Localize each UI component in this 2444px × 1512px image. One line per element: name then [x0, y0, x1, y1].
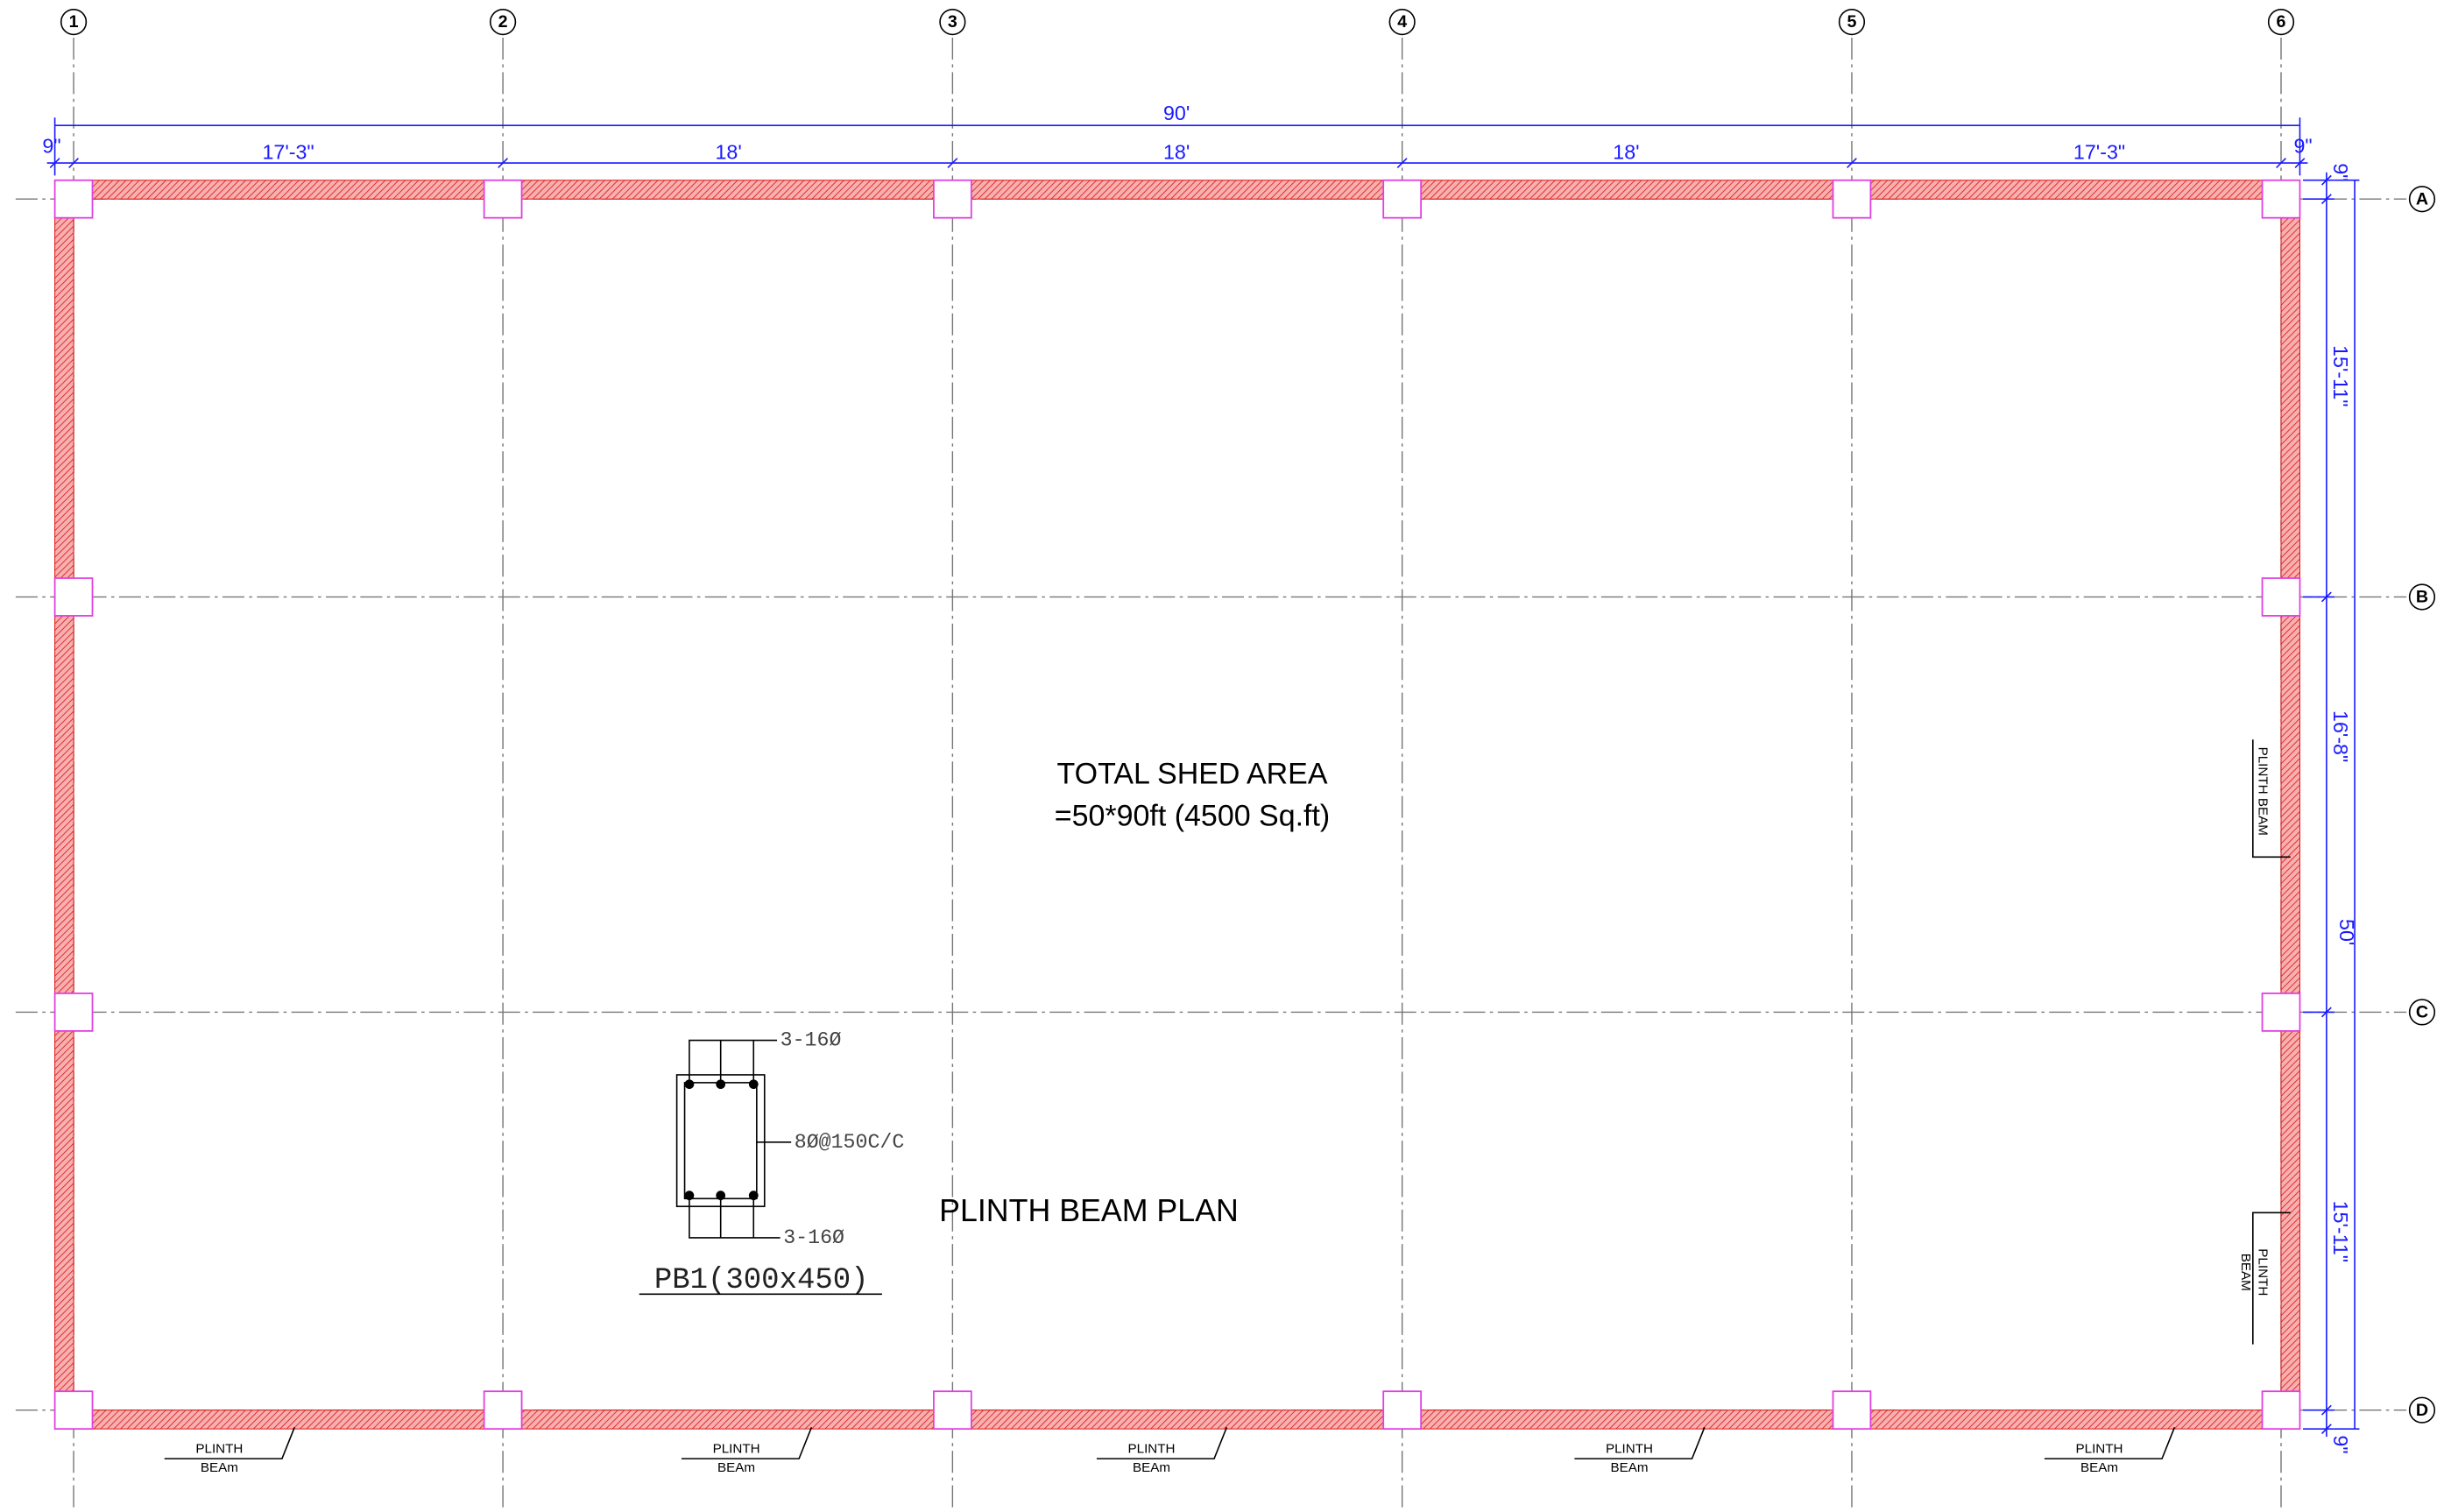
column — [933, 1390, 972, 1431]
dim-text: 9" — [2329, 163, 2352, 181]
dim-text: 18' — [715, 140, 741, 163]
grid-label: 4 — [1397, 12, 1407, 32]
leader — [689, 1039, 778, 1085]
grid-label: 3 — [948, 12, 957, 32]
dim-text: 50' — [2335, 919, 2358, 945]
grid-bubble — [2408, 583, 2436, 611]
dim-tick — [2294, 158, 2306, 169]
column — [933, 179, 972, 219]
leader — [2044, 1427, 2176, 1459]
grid-bubble — [2408, 186, 2436, 213]
beam-label: PLINTH — [713, 1441, 760, 1456]
grid-bubble — [60, 8, 88, 36]
grid-bubble — [1838, 8, 1866, 36]
grid-bubble — [2408, 1396, 2436, 1424]
dim-text: 90' — [1163, 102, 1190, 124]
section-name: PB1(300x450) — [654, 1264, 869, 1297]
column — [2261, 577, 2301, 617]
dim-tick — [947, 158, 958, 169]
stirrup — [683, 1082, 758, 1200]
dim-tick — [49, 158, 60, 169]
dim-text: 17'-3" — [262, 140, 314, 163]
dim-text: 9" — [42, 134, 60, 157]
column — [1382, 179, 1423, 219]
area-title: TOTAL SHED AREA — [1057, 757, 1328, 790]
grid-label: D — [2416, 1401, 2428, 1420]
dim-text: 9" — [2293, 134, 2312, 157]
beam-label: BEAM — [2238, 1254, 2253, 1291]
dim-tick — [1396, 158, 1408, 169]
rebar-label: 3-16Ø — [783, 1226, 844, 1249]
dim-tick — [1847, 158, 1857, 169]
beam-label: BEAm — [201, 1460, 238, 1475]
beam — [54, 1410, 2300, 1430]
dim-tick — [498, 158, 509, 169]
dim-text: 18' — [1163, 140, 1190, 163]
plan-title: PLINTH BEAM PLAN — [939, 1193, 1239, 1228]
column — [53, 1390, 94, 1431]
column — [2261, 993, 2301, 1032]
dim-text: 15'-11" — [2329, 1201, 2352, 1262]
beam-label: PLINTH BEAM — [2256, 747, 2271, 836]
grid-bubble — [1388, 8, 1416, 36]
beam-label: BEAm — [1610, 1460, 1648, 1475]
column — [1382, 1390, 1423, 1431]
beam — [54, 180, 2300, 200]
beam — [54, 180, 74, 1430]
leader — [164, 1427, 295, 1459]
column — [483, 1390, 523, 1431]
grid-label: B — [2416, 588, 2428, 607]
dim-text: 16'-8" — [2329, 710, 2352, 762]
dim-text: 15'-11" — [2329, 345, 2352, 406]
dim-text: 17'-3" — [2073, 140, 2125, 163]
beam — [2280, 180, 2300, 1430]
dim-tick — [2276, 158, 2286, 169]
column — [483, 179, 523, 219]
column — [2261, 1390, 2301, 1431]
dim-text: 18' — [1613, 140, 1639, 163]
beam-label: BEAm — [2080, 1460, 2118, 1475]
grid-bubble — [2267, 8, 2295, 36]
dim-text: 9" — [2329, 1435, 2352, 1453]
leader — [681, 1427, 813, 1459]
grid-bubble — [939, 8, 966, 36]
section-outline — [675, 1074, 766, 1207]
leader — [2252, 1212, 2291, 1345]
grid-label: 1 — [69, 12, 79, 32]
beam-label: PLINTH — [1606, 1441, 1653, 1456]
beam-label: PLINTH — [195, 1441, 243, 1456]
beam-label: PLINTH — [1128, 1441, 1176, 1456]
column — [2261, 179, 2301, 219]
grid-bubble — [489, 8, 517, 36]
column — [1832, 179, 1872, 219]
grid-label: A — [2416, 189, 2428, 208]
leader — [1096, 1427, 1228, 1459]
beam-label: PLINTH — [2256, 1248, 2271, 1296]
leader — [689, 1195, 781, 1239]
grid-label: 2 — [498, 12, 508, 32]
beam-label: BEAm — [1133, 1460, 1170, 1475]
dim-tick — [68, 158, 79, 169]
column — [53, 577, 94, 617]
column — [53, 179, 94, 219]
beam-label: BEAm — [717, 1460, 755, 1475]
leader — [2252, 739, 2291, 858]
grid-label: 6 — [2277, 12, 2286, 32]
beam-label: PLINTH — [2076, 1441, 2123, 1456]
leader — [1574, 1427, 1706, 1459]
area-value: =50*90ft (4500 Sq.ft) — [1055, 800, 1330, 833]
grid-label: 5 — [1847, 12, 1856, 32]
rebar-label: 3-16Ø — [781, 1029, 842, 1052]
column — [53, 993, 94, 1032]
grid-bubble — [2408, 999, 2436, 1026]
rebar-label: 8Ø@150C/C — [795, 1131, 905, 1154]
column — [1832, 1390, 1872, 1431]
grid-label: C — [2416, 1003, 2428, 1022]
